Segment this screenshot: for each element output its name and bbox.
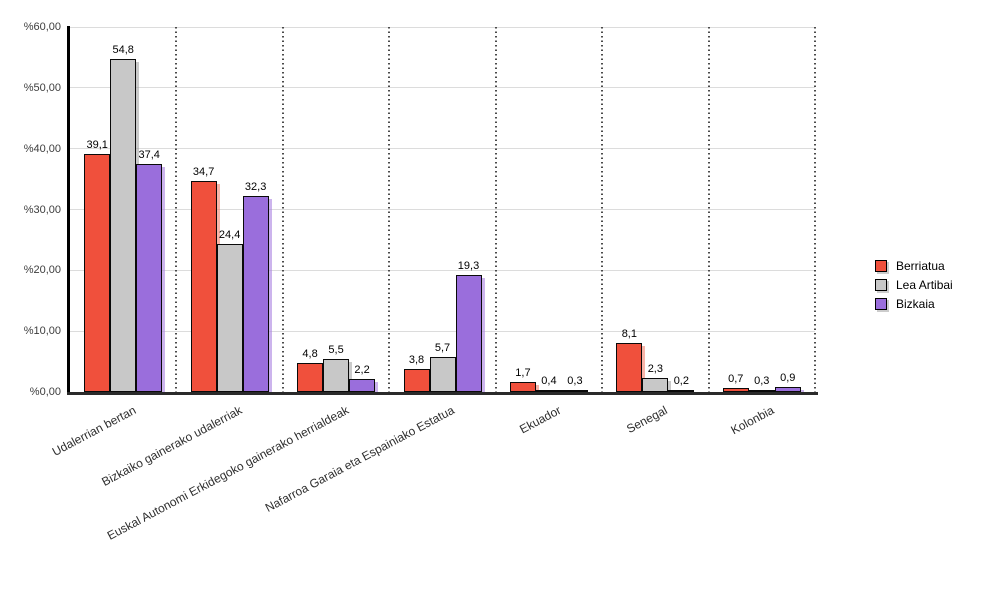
bar-value-label: 0,3 xyxy=(754,375,770,387)
legend-label: Berriatua xyxy=(896,259,945,273)
bar-lea-artibai-3 xyxy=(323,358,350,392)
bar-value-label: 8,1 xyxy=(621,327,637,340)
bar-lea-artibai-7 xyxy=(748,390,775,392)
bar-berriatua-6 xyxy=(616,342,643,392)
category-axis-labels: Udalerrian bertan Bizkaiko gainerako udal… xyxy=(49,395,815,575)
bar-value-label: 0,7 xyxy=(728,372,744,385)
y-tick-label: %40,00 xyxy=(23,142,61,155)
bar-value-label: 24,4 xyxy=(218,228,241,241)
bar-value-label: 3,8 xyxy=(408,353,425,366)
x-axis-line xyxy=(67,392,818,395)
bar-lea-artibai-1 xyxy=(110,58,137,392)
category-label: Kolonbia xyxy=(728,403,777,438)
category-separator xyxy=(494,27,497,392)
bar-berriatua-1 xyxy=(84,154,111,392)
bar-value-label: 5,5 xyxy=(328,343,344,356)
legend-item-bizkaia: Bizkaia xyxy=(875,297,953,311)
bar-lea-artibai-4 xyxy=(429,357,456,392)
bar-value-label: 34,7 xyxy=(192,165,215,178)
bar-bizkaia-4 xyxy=(455,274,482,392)
plot-area: 39,1 34,7 4,8 3,8 1,7 8,1 0,7 54,8 24,4 5,5 5,7 0,4… xyxy=(70,26,816,392)
bar-bizkaia-3 xyxy=(349,378,376,392)
category-separator xyxy=(281,27,284,392)
bar-bizkaia-2 xyxy=(242,195,269,392)
bar-bizkaia-6 xyxy=(668,390,695,392)
y-tick-label: %10,00 xyxy=(23,325,61,338)
bar-value-label: 54,8 xyxy=(112,43,134,56)
category-separator xyxy=(707,27,710,392)
bar-bizkaia-5 xyxy=(561,390,588,392)
berriatua-color-swatch xyxy=(875,260,887,272)
bar-berriatua-2 xyxy=(190,180,217,392)
bar-berriatua-7 xyxy=(722,387,749,392)
y-tick-label: %60,00 xyxy=(23,21,61,33)
bar-value-label: 0,9 xyxy=(780,371,796,384)
legend-label: Bizkaia xyxy=(896,297,935,311)
category-separator xyxy=(388,27,391,392)
bar-bizkaia-1 xyxy=(136,164,163,392)
bar-berriatua-3 xyxy=(297,362,324,392)
legend-item-berriatua: Berriatua xyxy=(875,259,953,273)
bizkaia-color-swatch xyxy=(875,298,887,310)
bar-value-label: 0,4 xyxy=(541,374,557,387)
legend-item-lea-artibai: Lea Artibai xyxy=(875,278,953,292)
bar-value-label: 0,2 xyxy=(673,375,689,387)
category-separator xyxy=(175,27,178,392)
bar-value-label: 39,1 xyxy=(86,139,108,152)
bar-value-label: 2,3 xyxy=(647,363,663,376)
bar-value-label: 32,3 xyxy=(244,180,267,193)
bar-bizkaia-7 xyxy=(774,386,801,392)
category-label: Nafarroa Garaia eta Espainiako Estatua xyxy=(263,403,458,515)
category-label: Ekuador xyxy=(517,403,564,437)
gridline-60 xyxy=(70,26,815,28)
bar-lea-artibai-2 xyxy=(216,243,243,392)
bar-value-label: 1,7 xyxy=(515,366,531,379)
bar-lea-artibai-6 xyxy=(642,378,669,392)
legend-label: Lea Artibai xyxy=(896,278,953,292)
bar-value-label: 19,3 xyxy=(457,259,480,272)
y-axis-tick-labels: %60,00 %50,00 %40,00 %30,00 %20,00 %10,00 %0,0… xyxy=(0,21,63,398)
lea-artibai-color-swatch xyxy=(875,279,887,291)
bar-berriatua-5 xyxy=(509,381,536,392)
y-tick-label: %20,00 xyxy=(23,264,61,277)
bar-value-label: 37,4 xyxy=(138,149,160,162)
gridline-50 xyxy=(70,87,815,89)
gridline-20 xyxy=(70,269,815,271)
bar-value-label: 2,2 xyxy=(354,363,370,376)
gridline-40 xyxy=(70,148,815,150)
category-label: Senegal xyxy=(624,403,670,437)
plot-right-edge xyxy=(814,27,816,392)
category-separator xyxy=(601,27,604,392)
gridline-30 xyxy=(70,209,815,210)
bar-lea-artibai-5 xyxy=(535,389,562,392)
category-label: Udalerrian bertan xyxy=(49,403,138,459)
bar-value-label: 0,3 xyxy=(567,375,583,387)
legend: Berriatua Lea Artibai Bizkaia xyxy=(875,259,953,316)
y-tick-label: %50,00 xyxy=(23,81,61,94)
gridline-10 xyxy=(70,330,815,332)
bar-value-label: 4,8 xyxy=(302,347,318,360)
bar-berriatua-4 xyxy=(403,368,430,392)
y-tick-label: %30,00 xyxy=(23,203,61,216)
bar-value-label: 5,7 xyxy=(434,342,451,355)
y-axis-line xyxy=(67,26,70,395)
y-tick-label: %0,00 xyxy=(29,386,61,398)
